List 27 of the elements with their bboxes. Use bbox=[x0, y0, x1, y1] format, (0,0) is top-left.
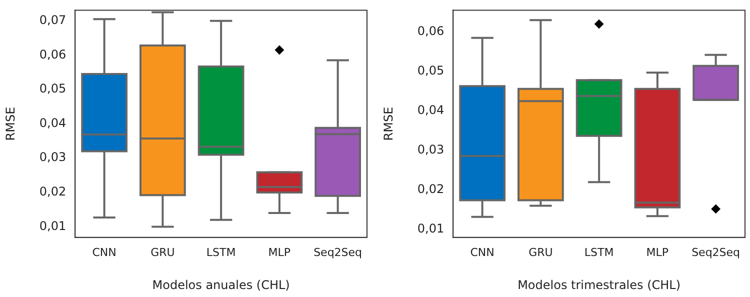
y-tick-label: 0,07 bbox=[39, 12, 66, 27]
x-tick-label: Seq2Seq bbox=[314, 246, 362, 259]
y-axis-title: RMSE bbox=[381, 106, 396, 141]
y-tick-label: 0,02 bbox=[39, 184, 66, 199]
x-axis-title: Modelos trimestrales (CHL) bbox=[518, 278, 681, 292]
x-tick-label: LSTM bbox=[584, 246, 614, 259]
x-axis-title: Modelos anuales (CHL) bbox=[152, 278, 290, 292]
x-tick-label: CNN bbox=[470, 246, 494, 259]
y-tick-label: 0,05 bbox=[417, 64, 444, 78]
y-tick-label: 0,03 bbox=[417, 142, 444, 157]
y-tick-label: 0,05 bbox=[39, 82, 66, 96]
y-tick-label: 0,06 bbox=[417, 24, 444, 38]
y-tick-label: 0,01 bbox=[39, 218, 66, 233]
y-tick-label: 0,04 bbox=[39, 116, 66, 130]
x-tick-label: MLP bbox=[646, 246, 669, 259]
x-tick-label: LSTM bbox=[206, 246, 236, 259]
y-axis-title: RMSE bbox=[3, 106, 18, 141]
y-tick-label: 0,04 bbox=[417, 103, 444, 118]
x-tick-label: GRU bbox=[528, 246, 553, 259]
y-tick-label: 0,01 bbox=[417, 222, 444, 236]
x-tick-label: MLP bbox=[268, 246, 291, 259]
y-tick-label: 0,03 bbox=[39, 150, 66, 164]
y-tick-label: 0,02 bbox=[417, 182, 444, 196]
x-tick-label: Seq2Seq bbox=[692, 246, 740, 259]
x-tick-label: CNN bbox=[92, 246, 116, 259]
y-tick-label: 0,06 bbox=[39, 47, 66, 62]
x-tick-label: GRU bbox=[150, 246, 175, 259]
